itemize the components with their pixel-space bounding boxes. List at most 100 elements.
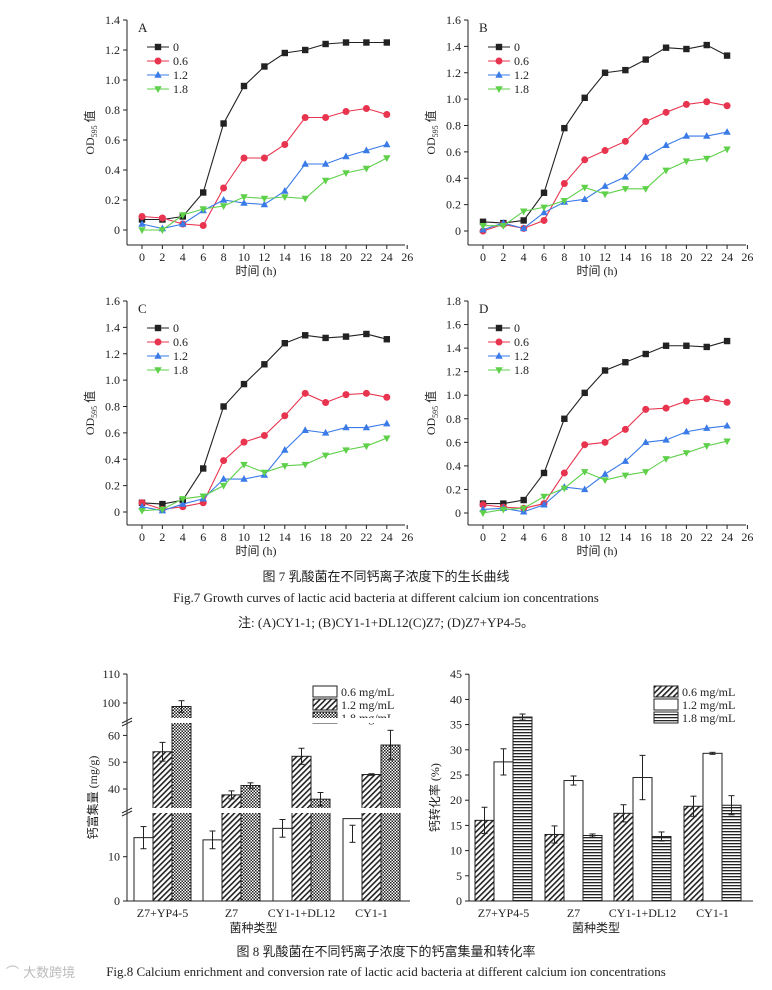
y-tick-label: 40 [450,692,462,706]
triangle-up-marker [621,172,630,180]
triangle-up-marker [662,435,670,443]
circle-marker [383,393,391,401]
axis-break-gap [128,718,410,723]
y-tick-label: 1.8 [446,294,461,308]
y-tick-label: 10 [108,850,120,864]
circle-marker [158,214,166,222]
triangle-up-marker [301,426,309,433]
legend-label: 1.2 [173,68,188,82]
legend-swatch [312,685,338,698]
legend-label: 1.2 [173,349,188,363]
triangle-down-marker [519,505,528,513]
bar [613,812,634,902]
circle-marker [260,432,268,440]
triangle-down-marker [219,203,228,210]
bar [380,744,401,902]
square-marker [662,44,670,51]
triangle-up-marker [682,427,691,435]
square-marker [561,415,568,422]
circle-marker [601,147,609,155]
bar [563,780,584,902]
triangle-down-marker [662,167,670,175]
axis-break-gap [128,808,410,813]
series-line-0.6 [141,392,387,510]
square-marker [561,124,568,132]
triangle-up-marker [362,423,371,431]
bar [493,761,514,902]
y-tick-label: 1.2 [446,365,461,379]
x-tick-label: 6 [541,530,547,544]
triangle-up-marker [154,352,162,359]
y-tick-label: 0 [114,894,120,908]
y-axis-title-main: OD [83,137,97,155]
legend-label: 0.6 mg/mL [341,685,394,699]
square-marker [261,63,268,70]
circle-marker [383,111,391,118]
y-tick-label: 0.4 [446,459,461,473]
x-tick-label: 12 [599,250,611,264]
square-marker [200,465,207,472]
y-tick-label: 40 [108,782,120,796]
square-marker [581,389,588,397]
x-tick-label: 2 [500,250,506,264]
bar [683,805,704,902]
y-tick-label: 60 [108,728,120,742]
series-line-0.6 [482,101,728,232]
triangle-down-marker [642,469,650,476]
x-tick-label: 0 [139,250,145,264]
triangle-down-marker [495,367,503,374]
x-tick-label: 16 [299,250,311,264]
triangle-down-marker [682,158,691,166]
circle-marker [342,108,350,115]
circle-marker [601,438,609,446]
circle-marker [682,397,690,405]
circle-marker [621,137,629,145]
calcium-enrichment-chart: 0.6 mg/mL1.2 mg/mL1.8 mg/mL0104050601001… [85,667,410,935]
x-tick-label: 22 [701,250,713,264]
y-axis-title: 钙转化率 (%) [427,763,442,832]
y-tick-label: 0.6 [446,435,461,449]
triangle-down-marker [499,223,508,230]
y-axis-title-subscript: 595 [90,406,99,418]
square-marker [342,39,350,46]
triangle-up-marker [540,208,548,216]
growth-chart-A: 00.20.40.60.81.01.21.40 2 4 6 8 10 12 14 16 18 20 2… [82,13,413,278]
square-marker [281,49,288,57]
y-tick-label: 15 [450,818,462,832]
x-tick-label: 14 [279,530,291,544]
y-tick-label: 1.2 [105,43,120,57]
circle-marker [322,114,330,121]
growth-chart-D: 00.20.40.60.81.01.21.41.61.80 2 4 6 8 10 12 14 1… [423,294,753,558]
x-tick-label: 8 [561,250,567,264]
circle-marker [581,156,589,164]
x-tick-label: 14 [619,250,631,264]
y-axis-title: OD595 值 [423,391,440,435]
x-tick-label: 12 [258,250,270,264]
y-tick-label: 1.0 [105,373,120,387]
circle-marker [621,425,629,433]
x-tick-label: 6 [541,250,547,264]
y-tick-label: 0.8 [105,400,120,414]
triangle-up-marker [260,200,269,208]
x-tick-label: 4 [521,530,527,544]
triangle-up-marker [642,438,650,446]
x-tick-label: 18 [660,530,672,544]
square-marker [154,324,162,332]
triangle-up-marker [362,146,371,154]
bar [272,827,293,902]
circle-marker [154,338,162,346]
x-tick-label: 10 [579,530,591,544]
square-marker [261,361,268,368]
x-tick-label: 26 [741,250,753,264]
series-line-1.8 [482,440,728,514]
circle-marker [662,108,670,116]
bar [361,774,382,902]
triangle-down-marker [154,367,162,374]
triangle-up-marker [321,428,330,436]
legend-label: 1.8 [514,82,529,96]
triangle-down-marker [723,438,731,446]
bar [702,752,723,902]
triangle-up-marker [383,140,391,148]
bar [152,751,173,902]
x-tick-label: 24 [721,530,733,544]
